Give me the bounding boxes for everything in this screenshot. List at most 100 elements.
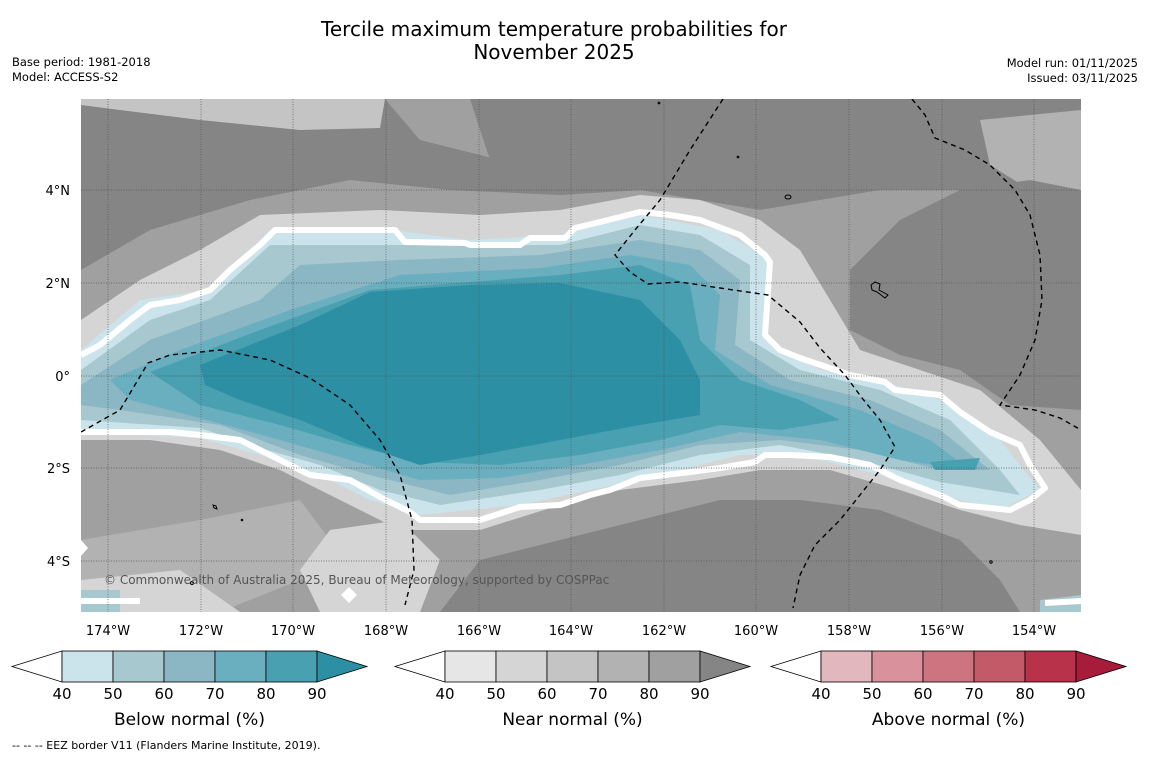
below-normal-colorbar-upper-extension [316,650,369,683]
near-normal-90-patch [470,99,700,180]
title-line-2: November 2025 [473,40,635,64]
near-normal-colorbar-segment [597,650,650,683]
islands [190,101,993,585]
above-normal-colorbar-segment [922,650,975,683]
island-2 [870,281,889,299]
eez-border-east [911,99,1081,431]
lon-label-170w: 170°W [271,624,315,639]
lon-label-168w: 168°W [364,624,408,639]
island-8 [989,560,993,564]
above-normal-colorbar-segment [820,650,873,683]
above-normal-colorbar-tick: 40 [811,685,830,703]
map-title: Tercile maximum temperature probabilitie… [300,18,808,64]
lon-axis: 174°W 172°W 170°W 168°W 166°W 164°W 162°… [86,624,1056,639]
lon-label-172w: 172°W [179,624,223,639]
near-normal-colorbar-segment [648,650,701,683]
lon-label-174w: 174°W [86,624,130,639]
below-normal-colorbar: 40 50 60 70 80 90 Below normal (%) [10,650,369,730]
lat-label-2n: 2°N [46,277,71,292]
below-normal-colorbar-tick: 40 [52,685,71,703]
meta-left: Base period: 1981-2018 Model: ACCESS-S2 [12,55,151,85]
above-normal-colorbar-lower-extension [769,650,822,683]
lon-label-160w: 160°W [734,624,778,639]
white-patch-3 [81,598,140,604]
lon-label-156w: 156°W [920,624,964,639]
near-normal-colorbar-tick: 90 [690,685,709,703]
island-3 [212,504,218,510]
below-normal-colorbar-title: Below normal (%) [114,710,265,730]
eez-borders [81,99,1081,609]
below-normal-colorbar-segment [61,650,114,683]
near-normal-colorbar-tick: 70 [588,685,607,703]
near-normal-colorbar-tick: 50 [486,685,505,703]
near-normal-colorbar-tick: 80 [639,685,658,703]
eez-footnote: -- -- -- EEZ border V11 (Flanders Marine… [12,739,321,752]
near-normal-70-northwest [81,99,385,130]
above-normal-colorbar-segment [871,650,924,683]
lon-label-154w: 154°W [1012,624,1056,639]
lon-label-166w: 166°W [457,624,501,639]
above-normal-colorbar-segment [1024,650,1077,683]
below-normal-colorbar-segment [265,650,318,683]
above-normal-colorbar-tick: 90 [1066,685,1085,703]
above-normal-colorbar-segment [973,650,1026,683]
lon-label-158w: 158°W [827,624,871,639]
graticule [81,99,1081,612]
near-normal-colorbar-title: Near normal (%) [502,710,642,730]
meta-right: Model run: 01/11/2025 Issued: 03/11/2025 [1007,56,1138,86]
model-run: Model run: 01/11/2025 [1006,56,1138,70]
below-normal-colorbar-segment [112,650,165,683]
island-5 [240,518,244,522]
island-1 [784,194,792,200]
near-normal-colorbar-segment [546,650,599,683]
below-normal-colorbar-segment [163,650,216,683]
island-7 [736,155,740,159]
eez-border-central [614,99,896,609]
model-name: Model: ACCESS-S2 [12,70,119,84]
near-normal-colorbar-tick: 40 [435,685,454,703]
near-normal-colorbar-lower-extension [393,650,446,683]
below-normal-80-patch-east [930,458,980,470]
lat-label-0: 0° [55,370,70,385]
island-6 [657,101,661,105]
below-normal-colorbar-segment [214,650,267,683]
map-plot-area: © Commonwealth of Australia 2025, Bureau… [81,99,1081,612]
base-period: Base period: 1981-2018 [12,55,151,69]
below-normal-colorbar-tick: 50 [103,685,122,703]
below-normal-colorbar-tick: 90 [307,685,326,703]
lat-axis: 4°N 2°N 0° 2°S 4°S [46,184,71,570]
near-normal-colorbar-upper-extension [699,650,752,683]
issued-date: Issued: 03/11/2025 [1027,71,1138,85]
lat-label-4s: 4°S [47,555,70,570]
title-line-1: Tercile maximum temperature probabilitie… [321,17,787,41]
near-normal-80-east [980,110,1081,200]
eez-border-west [81,349,415,606]
near-normal-60-south [300,520,440,612]
above-normal-colorbar-tick: 80 [1015,685,1034,703]
white-patch-1 [341,587,357,603]
below-normal-colorbar-tick: 80 [256,685,275,703]
near-normal-colorbar-tick: 60 [537,685,556,703]
above-normal-colorbar-upper-extension [1075,650,1128,683]
lat-label-4n: 4°N [46,184,71,199]
white-patch-4 [1045,598,1081,606]
near-normal-90-south [440,500,1020,612]
near-normal-colorbar: 40 50 60 70 80 90 Near normal (%) [393,650,752,730]
below-normal-colorbar-tick: 70 [205,685,224,703]
near-normal-colorbar-segment [444,650,497,683]
near-normal-colorbar-segment [495,650,548,683]
above-normal-colorbar-title: Above normal (%) [872,710,1025,730]
below-normal-90-core [200,283,700,465]
below-normal-colorbar-lower-extension [10,650,63,683]
near-normal-90-north [81,99,1081,270]
lon-label-162w: 162°W [642,624,686,639]
below-normal-colorbar-tick: 60 [154,685,173,703]
white-patch-2 [81,540,88,556]
copyright-text: © Commonwealth of Australia 2025, Bureau… [104,573,609,587]
near-normal-90-east [850,180,1081,410]
below-normal-threshold-contour [81,209,1048,523]
above-normal-colorbar: 40 50 60 70 80 90 Above normal (%) [769,650,1128,730]
lon-label-164w: 164°W [549,624,593,639]
island-4 [190,581,194,585]
